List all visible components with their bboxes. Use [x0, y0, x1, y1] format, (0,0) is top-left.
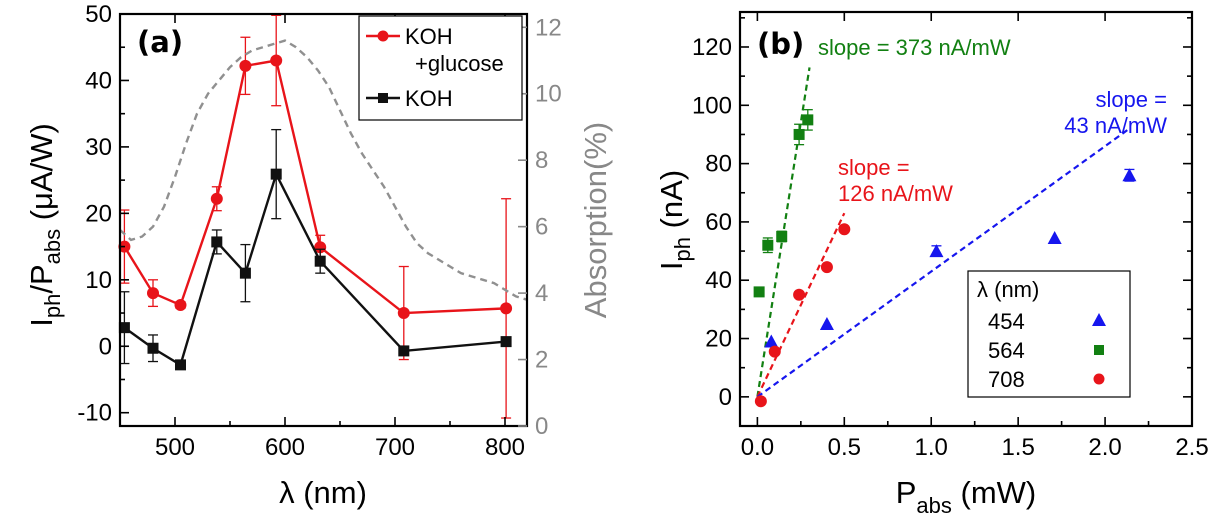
y-tick-label: 20	[705, 326, 732, 353]
absorption-curve	[119, 39, 528, 301]
data-point-564	[793, 128, 805, 140]
data-point-454	[764, 334, 779, 348]
data-point-454	[929, 244, 944, 258]
legend-marker-708	[1093, 373, 1105, 385]
y2-tick-label: 8	[535, 147, 548, 174]
data-point-koh	[398, 345, 410, 357]
y-tick-label: 120	[692, 34, 732, 61]
fit-line-126	[756, 212, 846, 398]
panel-b-chart: 0.0 0.5 1.0 1.5 2.0 2.5 0 20 40 60 80 100 120 (b) sl…	[654, 10, 1209, 518]
data-point-708	[820, 261, 833, 274]
fit-line-43	[756, 127, 1131, 398]
data-point-koh	[175, 359, 186, 371]
legend-label-454: 454	[988, 309, 1025, 334]
y2-tick-label: 2	[535, 347, 548, 374]
data-point-564	[802, 114, 814, 126]
y2-tick-label: 12	[535, 14, 562, 41]
series-line-koh	[123, 170, 507, 367]
data-point-koh	[500, 336, 512, 348]
y-tick-label: 0	[99, 333, 112, 360]
annotation-red-slope-line2: 126 nA/mW	[838, 181, 953, 206]
data-point-koh	[270, 168, 282, 180]
legend-marker-koh-glucose	[377, 30, 389, 42]
legend-marker-454	[1092, 313, 1106, 326]
fit-line-373	[756, 67, 811, 398]
annotation-blue-slope-line1: slope =	[1095, 87, 1167, 112]
data-point-708	[838, 223, 851, 236]
x-tick-label: 1.0	[915, 434, 948, 461]
x-tick-label: 2.0	[1088, 434, 1121, 461]
legend-label-708: 708	[988, 367, 1025, 392]
data-point-708	[754, 395, 767, 408]
legend-title-wavelength: λ (nm)	[977, 277, 1039, 302]
data-point-koh-glucose	[239, 59, 252, 72]
legend-label-koh-glucose: KOH	[405, 24, 453, 49]
data-point-454	[1122, 168, 1137, 182]
y-tick-label: -10	[77, 400, 112, 427]
data-point-koh	[239, 267, 251, 279]
data-point-koh-glucose	[314, 241, 327, 254]
x-tick-label: 500	[155, 434, 195, 461]
y2-tick-label: 6	[535, 214, 548, 241]
legend-label-564: 564	[988, 338, 1025, 363]
x-tick-label: 600	[265, 434, 305, 461]
y2-tick-label: 0	[535, 413, 548, 440]
x-tick-label: 700	[375, 434, 415, 461]
data-point-454	[1047, 230, 1062, 244]
annotation-red-slope-line1: slope =	[838, 155, 910, 180]
y-tick-label: 20	[85, 200, 112, 227]
data-point-564	[776, 230, 788, 242]
panel-b-label: (b)	[757, 27, 804, 61]
annotation-blue-slope-line2: 43 nA/mW	[1064, 113, 1167, 138]
data-point-koh-glucose	[147, 287, 159, 300]
data-point-564	[762, 239, 774, 251]
panel-a-x-axis-title: λ (nm)	[279, 475, 367, 510]
data-point-564	[753, 286, 765, 298]
panel-a-right-axis-title: Absorption(%)	[578, 122, 613, 318]
x-tick-label: 2.5	[1175, 434, 1208, 461]
y-tick-label: 80	[705, 151, 732, 178]
panel-b-legend: λ (nm) 454 564 708	[967, 270, 1131, 398]
data-point-koh-glucose	[210, 192, 223, 205]
legend-marker-564	[1094, 345, 1104, 355]
legend-label-glucose: +glucose	[415, 51, 504, 76]
x-tick-label: 800	[485, 434, 525, 461]
panel-b-x-axis-title: Pabs (mW)	[896, 475, 1037, 518]
panel-a-frame	[118, 12, 529, 428]
panel-a-legend: KOH +glucose KOH	[358, 15, 523, 121]
y-tick-label: 40	[85, 67, 112, 94]
y-tick-label: 50	[85, 1, 112, 28]
data-point-koh-glucose	[174, 299, 187, 312]
data-point-708	[793, 288, 806, 301]
y-tick-label: 100	[692, 92, 732, 119]
data-point-koh	[118, 322, 130, 334]
y-tick-label: 40	[705, 267, 732, 294]
panel-a-label: (a)	[137, 25, 183, 59]
y2-tick-label: 10	[535, 81, 562, 108]
data-point-koh-glucose	[270, 54, 283, 67]
y-tick-label: 0	[719, 384, 732, 411]
panel-b-y-axis-title: Iph (nA)	[654, 170, 695, 270]
data-point-koh-glucose	[397, 307, 410, 320]
panel-a-y-axis-title: Iph/Pabs (μA/W)	[24, 123, 65, 327]
data-point-koh	[211, 236, 223, 248]
data-point-koh	[314, 255, 326, 267]
data-point-708	[768, 345, 781, 358]
data-point-koh	[147, 342, 159, 354]
y2-tick-label: 4	[535, 280, 548, 307]
legend-marker-koh	[378, 93, 388, 103]
x-tick-label: 1.5	[1001, 434, 1034, 461]
x-tick-label: 0.0	[741, 434, 774, 461]
x-tick-label: 0.5	[828, 434, 861, 461]
y-tick-label: 10	[85, 267, 112, 294]
legend-label-koh: KOH	[405, 86, 453, 111]
panel-b-frame	[738, 10, 1194, 428]
data-point-454	[819, 316, 834, 330]
y-tick-label: 30	[85, 134, 112, 161]
y-tick-label: 60	[705, 209, 732, 236]
annotation-green-slope: slope = 373 nA/mW	[818, 35, 1011, 60]
data-point-koh-glucose	[500, 302, 513, 315]
